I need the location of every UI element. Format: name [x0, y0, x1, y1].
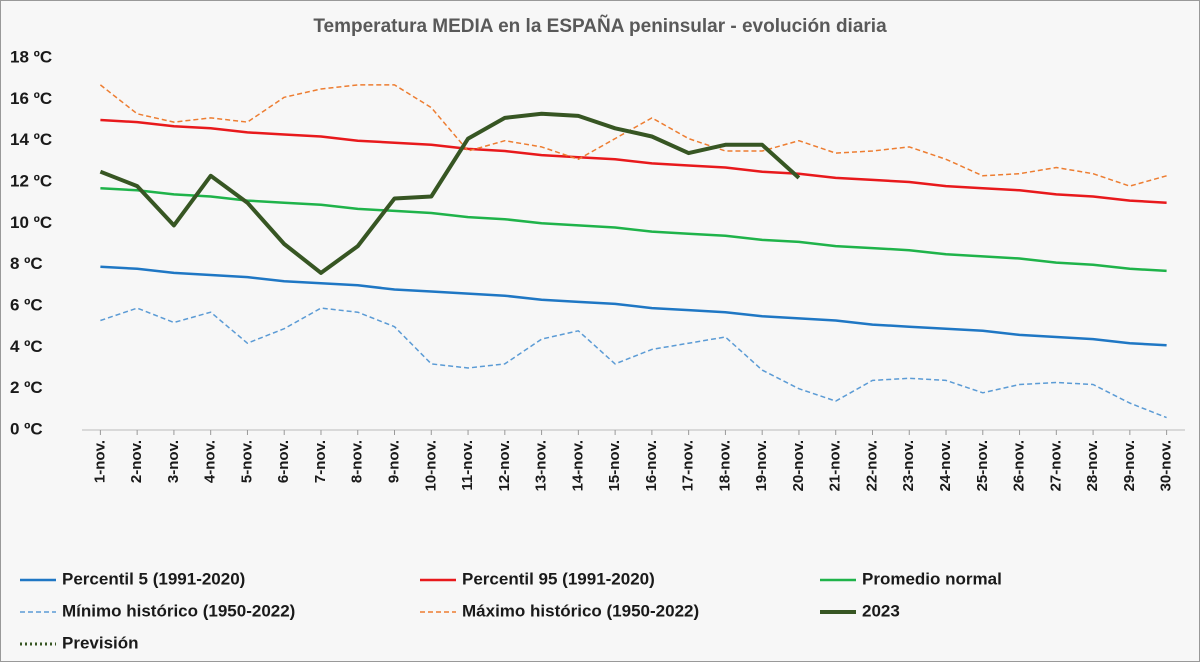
x-tick-label: 20-nov. — [790, 440, 807, 491]
x-tick-label: 9-nov. — [385, 440, 402, 483]
x-tick-label: 24-nov. — [937, 440, 954, 491]
legend-label: Percentil 5 (1991-2020) — [62, 569, 245, 588]
x-tick-label: 23-nov. — [900, 440, 917, 491]
x-tick-label: 6-nov. — [275, 440, 292, 483]
y-tick-label: 14 ºC — [10, 130, 52, 149]
x-tick-label: 18-nov. — [716, 440, 733, 491]
x-tick-label: 27-nov. — [1047, 440, 1064, 491]
x-tick-label: 3-nov. — [165, 440, 182, 483]
x-tick-label: 11-nov. — [459, 440, 476, 491]
x-tick-label: 10-nov. — [422, 440, 439, 491]
x-tick-label: 28-nov. — [1084, 440, 1101, 491]
x-tick-label: 8-nov. — [349, 440, 366, 483]
x-tick-label: 22-nov. — [863, 440, 880, 491]
y-tick-label: 4 ºC — [10, 337, 43, 356]
x-tick-label: 13-nov. — [533, 440, 550, 491]
series-line — [100, 186, 1167, 273]
y-tick-label: 12 ºC — [10, 171, 52, 190]
x-tick-label: 15-nov. — [606, 440, 623, 491]
x-tick-label: 12-nov. — [496, 440, 513, 491]
x-tick-label: 17-nov. — [680, 440, 697, 491]
y-tick-label: 6 ºC — [10, 295, 43, 314]
legend-label: Mínimo histórico (1950-2022) — [62, 601, 295, 620]
series-line — [99, 111, 801, 275]
x-tick-label: 21-nov. — [827, 440, 844, 491]
series-line — [100, 118, 1167, 204]
legend-label: Previsión — [62, 633, 139, 652]
y-tick-label: 8 ºC — [10, 254, 43, 273]
y-tick-label: 0 ºC — [10, 419, 43, 438]
x-tick-label: 5-nov. — [238, 440, 255, 483]
legend-label: Promedio normal — [862, 569, 1002, 588]
legend-label: Percentil 95 (1991-2020) — [462, 569, 655, 588]
x-tick-label: 19-nov. — [753, 440, 770, 491]
x-tick-label: 14-nov. — [569, 440, 586, 491]
x-tick-label: 1-nov. — [91, 440, 108, 483]
x-tick-label: 25-nov. — [974, 440, 991, 491]
x-tick-label: 30-nov. — [1158, 440, 1175, 491]
y-tick-label: 10 ºC — [10, 213, 52, 232]
series-line — [100, 265, 1167, 347]
x-tick-label: 29-nov. — [1121, 440, 1138, 491]
y-tick-label: 16 ºC — [10, 89, 52, 108]
x-tick-label: 16-nov. — [643, 440, 660, 491]
legend-label: Máximo histórico (1950-2022) — [462, 601, 699, 620]
y-tick-label: 2 ºC — [10, 378, 43, 397]
x-tick-label: 7-nov. — [312, 440, 329, 483]
chart-title: Temperatura MEDIA en la ESPAÑA peninsula… — [313, 15, 887, 37]
series-line — [99, 84, 1167, 187]
legend-label: 2023 — [862, 601, 900, 620]
y-tick-label: 18 ºC — [10, 47, 52, 66]
x-tick-label: 4-nov. — [202, 440, 219, 483]
series-line — [100, 307, 1167, 419]
x-tick-label: 26-nov. — [1011, 440, 1028, 491]
x-tick-label: 2-nov. — [128, 440, 145, 483]
